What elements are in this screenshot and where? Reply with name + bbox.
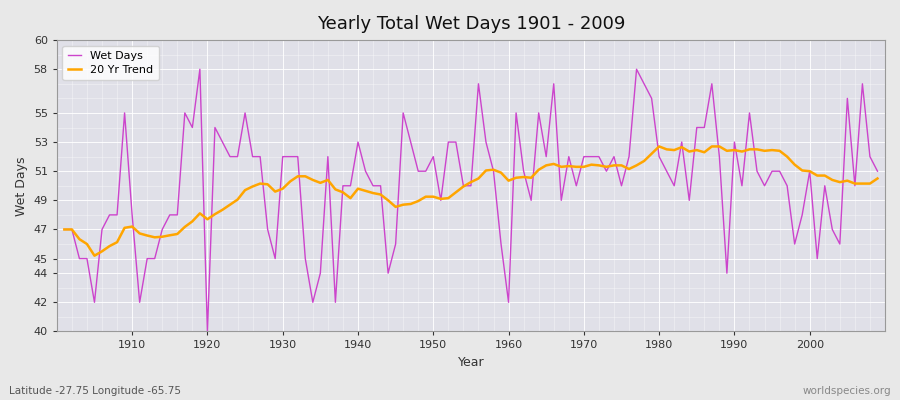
Wet Days <box>872 169 883 174</box>
Text: worldspecies.org: worldspecies.org <box>803 386 891 396</box>
20 Yr Trend <box>653 144 664 149</box>
Wet Days <box>510 110 521 115</box>
20 Yr Trend <box>872 176 883 181</box>
Wet Days <box>518 169 529 174</box>
Wet Days <box>119 110 130 115</box>
Wet Days <box>59 227 70 232</box>
Y-axis label: Wet Days: Wet Days <box>15 156 28 216</box>
X-axis label: Year: Year <box>457 356 484 369</box>
Wet Days <box>345 183 356 188</box>
20 Yr Trend <box>338 190 348 195</box>
Wet Days <box>202 329 212 334</box>
20 Yr Trend <box>59 227 70 232</box>
20 Yr Trend <box>292 174 303 179</box>
20 Yr Trend <box>127 224 138 229</box>
Legend: Wet Days, 20 Yr Trend: Wet Days, 20 Yr Trend <box>62 46 158 80</box>
Line: Wet Days: Wet Days <box>65 69 878 332</box>
20 Yr Trend <box>601 164 612 169</box>
Line: 20 Yr Trend: 20 Yr Trend <box>65 146 878 256</box>
20 Yr Trend <box>89 253 100 258</box>
Title: Yearly Total Wet Days 1901 - 2009: Yearly Total Wet Days 1901 - 2009 <box>317 15 626 33</box>
20 Yr Trend <box>503 178 514 183</box>
20 Yr Trend <box>510 175 521 180</box>
Wet Days <box>608 154 619 159</box>
Text: Latitude -27.75 Longitude -65.75: Latitude -27.75 Longitude -65.75 <box>9 386 181 396</box>
Wet Days <box>300 256 310 261</box>
Wet Days <box>194 67 205 72</box>
